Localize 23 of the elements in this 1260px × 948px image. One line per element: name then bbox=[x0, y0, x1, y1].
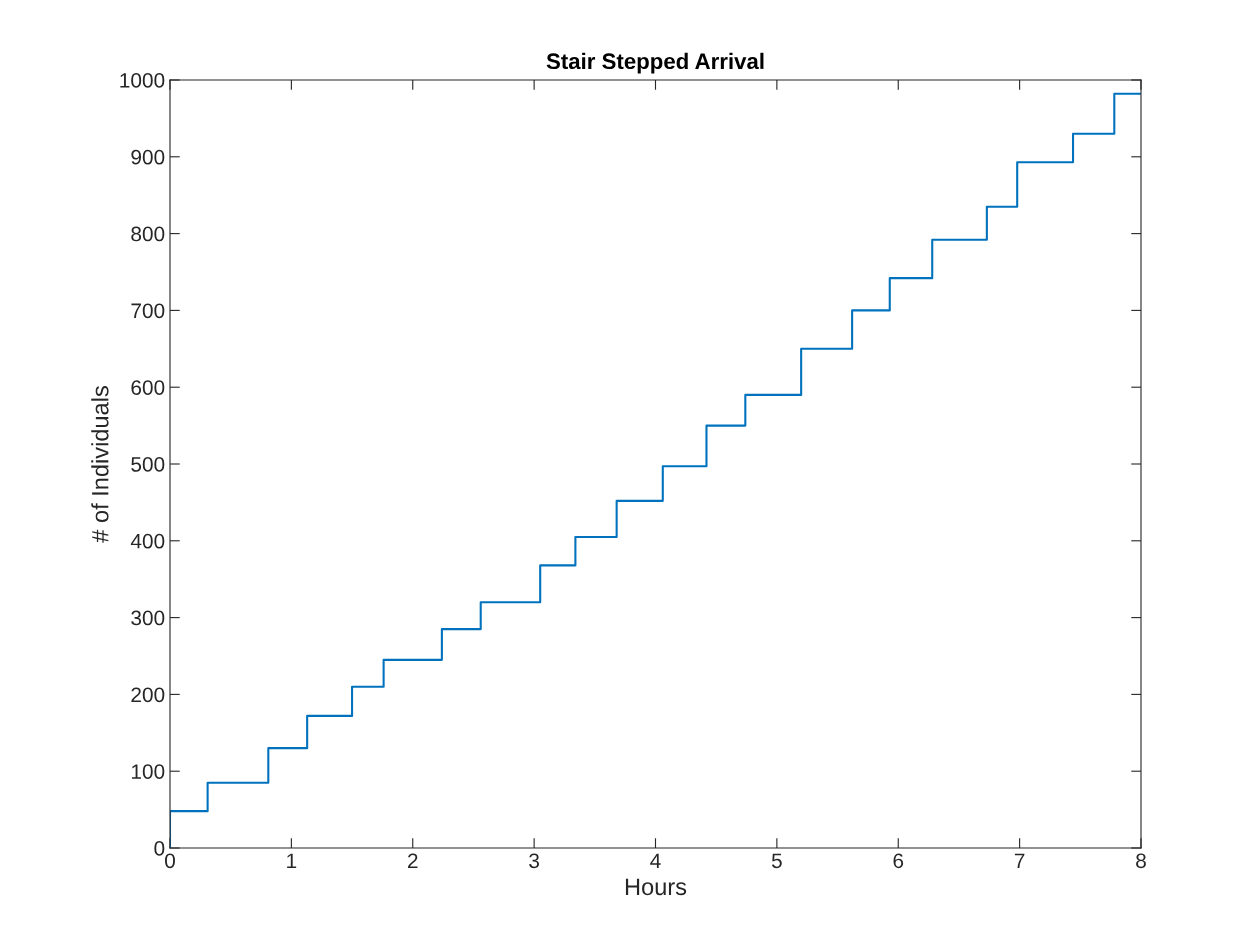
chart-title: Stair Stepped Arrival bbox=[546, 52, 764, 74]
x-tick-label: 8 bbox=[1136, 853, 1146, 869]
x-tick-label: 0 bbox=[165, 853, 175, 869]
x-tick-label: 1 bbox=[287, 853, 297, 868]
x-tick-label: 7 bbox=[1014, 853, 1025, 868]
x-tick-label: 5 bbox=[771, 853, 782, 869]
y-tick-label: 400 bbox=[130, 533, 165, 549]
y-tick-label: 1000 bbox=[120, 73, 165, 88]
x-tick-label: 4 bbox=[650, 853, 661, 868]
y-tick-label: 800 bbox=[131, 226, 165, 242]
y-tick-label: 200 bbox=[131, 687, 165, 703]
y-tick-label: 300 bbox=[131, 610, 165, 626]
y-tick-label: 700 bbox=[131, 303, 165, 319]
y-axis-title: # of Individuals bbox=[91, 386, 109, 543]
x-tick-label: 6 bbox=[893, 853, 904, 869]
y-tick-label: 500 bbox=[131, 457, 165, 472]
y-tick-label: 0 bbox=[154, 841, 165, 856]
y-tick-label: 900 bbox=[131, 149, 165, 165]
x-axis-title: Hours bbox=[625, 878, 687, 896]
y-tick-label: 600 bbox=[131, 380, 165, 395]
x-tick-label: 3 bbox=[529, 853, 539, 869]
y-tick-label: 100 bbox=[131, 764, 165, 779]
x-tick-label: 2 bbox=[408, 853, 418, 868]
